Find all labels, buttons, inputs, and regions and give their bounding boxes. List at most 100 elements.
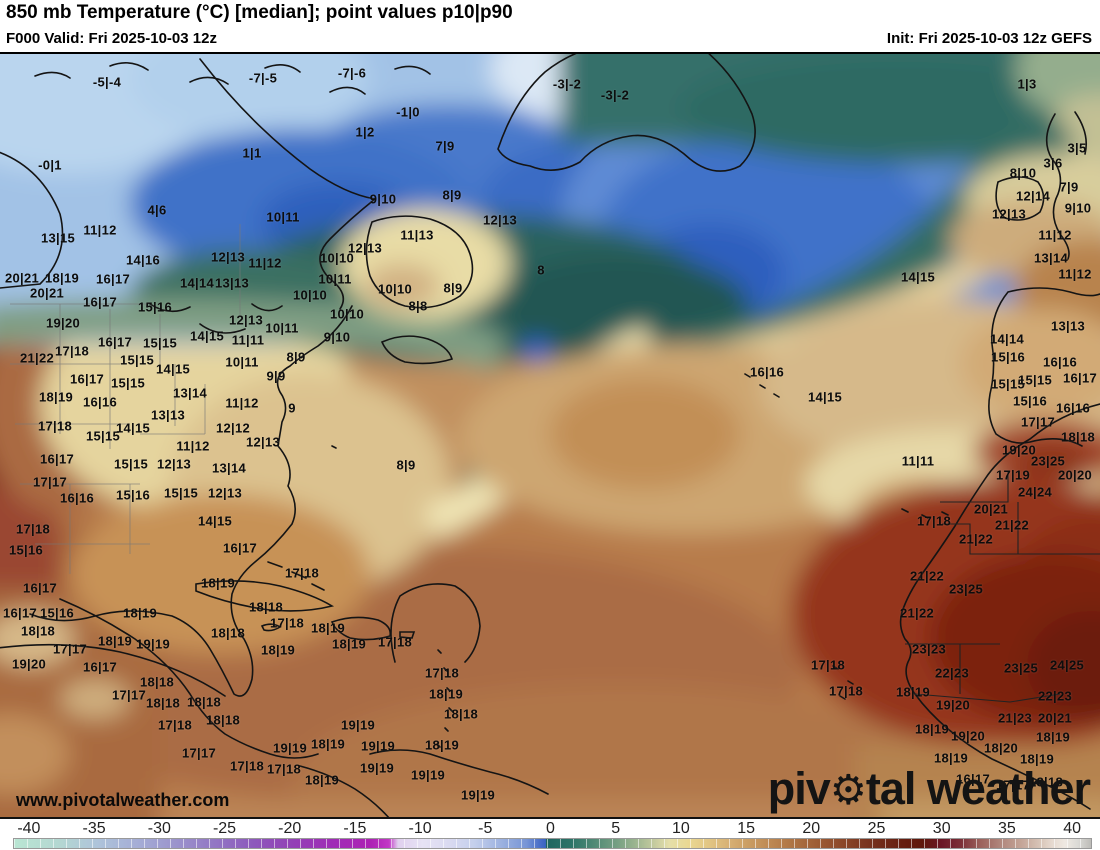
point-value: 17|17 [32,474,68,490]
point-value: 17|17 [52,641,88,657]
point-value: 20|21 [973,501,1009,517]
point-value: 10|11 [265,320,299,336]
point-value: 21|22 [909,568,945,584]
point-value: 14|15 [115,420,151,436]
point-value: 19|20 [950,728,986,744]
map-title: 850 mb Temperature (°C) [median]; point … [6,2,513,23]
colorbar-tick: 40 [1063,820,1081,837]
colorbar-tick: 20 [802,820,821,837]
point-value: 17|18 [424,665,460,681]
point-value: 9|10 [369,191,397,207]
point-value: 19|19 [272,740,308,756]
point-value: -3|-2 [600,87,630,103]
point-value: 17|18 [269,615,305,631]
colorbar-tick: 10 [671,820,690,837]
point-value: 17|18 [916,513,952,529]
temperature-shading [0,54,1100,817]
point-value: 9|10 [1064,200,1092,216]
point-value: 18|19 [310,736,346,752]
point-value: 16|17 [222,540,258,556]
point-value: 14|15 [197,513,233,529]
point-value: 18|19 [260,642,296,658]
point-value: 16|17 [69,371,105,387]
colorbar-tick: -5 [478,820,493,837]
point-value: 16|17 [82,294,118,310]
point-value: 18|19 [200,575,236,591]
init-time-label: Init: Fri 2025-10-03 12z GEFS [886,30,1092,47]
point-value: 14|15 [189,328,225,344]
point-value: 18|19 [428,686,464,702]
point-value: 10|11 [266,209,300,225]
point-value: 10|10 [377,281,413,297]
temperature-field-svg [0,54,1100,817]
point-value: 8|9 [443,280,463,296]
point-value: 13|14 [1033,250,1069,266]
point-value: 19|19 [360,738,396,754]
point-value: 16|16 [1055,400,1091,416]
point-value: 14|15 [900,269,936,285]
point-value: 14|15 [807,389,843,405]
point-value: 16|17 [1062,370,1098,386]
temperature-colorbar[interactable]: -40 -35 -30 -25 -20 -15 -10 -5 0 5 10 15 20 25 30 35 40 [0,819,1100,850]
point-value: 11|11 [901,453,935,469]
point-value: 17|17 [181,745,217,761]
point-value: 1|2 [355,124,375,140]
point-value: 19|20 [1001,442,1037,458]
point-value: 17|18 [37,418,73,434]
point-value: 14|14 [179,275,215,291]
point-value: 4|6 [147,202,167,218]
point-value: -7|-6 [337,65,367,81]
point-value: 15|15 [119,352,155,368]
point-value: 18|19 [933,750,969,766]
point-value-layer: -5|-4 -7|-5 -7|-6 -3|-2 -3|-2 1|3 -1|0 1|2 1|1 -0… [0,54,1100,817]
colorbar-tick: -30 [147,820,171,837]
point-value: 12|13 [245,434,281,450]
point-value: 16|17 [2,605,38,621]
coastlines [0,54,1100,817]
point-value: 15|16 [8,542,44,558]
point-value: 14|16 [125,252,161,268]
point-value: 16|17 [97,334,133,350]
point-value: 17|18 [810,657,846,673]
point-value: 21|22 [899,605,935,621]
point-value: 18|18 [1060,429,1096,445]
colorbar-tick: -10 [408,820,432,837]
point-value: 18|19 [38,389,74,405]
point-value: 18|18 [139,674,175,690]
colorbar-tick: 5 [611,820,621,837]
point-value: 19|19 [410,767,446,783]
point-value: 23|25 [948,581,984,597]
point-value: 18|19 [122,605,158,621]
point-value: 17|18 [229,758,265,774]
point-value: 9 [288,400,296,416]
point-value: 15|15 [990,376,1026,392]
point-value: 15|15 [163,485,199,501]
point-value: 18|19 [304,772,340,788]
point-value: 12|13 [228,312,264,328]
point-value: 15|15 [113,456,149,472]
point-value: 22|23 [934,665,970,681]
point-value: 19|19 [135,636,171,652]
colorbar-tick: 30 [932,820,951,837]
colorbar-tick-labels: -40 -35 -30 -25 -20 -15 -10 -5 0 5 10 15 20 25 30 35 40 [0,820,1100,837]
logo-text-prefix: piv [767,763,831,814]
temperature-map[interactable]: -5|-4 -7|-5 -7|-6 -3|-2 -3|-2 1|3 -1|0 1|2 1|1 -0… [0,54,1100,819]
point-value: 23|23 [911,641,947,657]
point-value: 14|15 [155,361,191,377]
point-value: -5|-4 [92,74,122,90]
point-value: 18|19 [1035,729,1071,745]
point-value: 16|17 [22,580,58,596]
point-value: 18|18 [145,695,181,711]
watermark-url: www.pivotalweather.com [16,790,230,810]
point-value: 16|17 [82,659,118,675]
point-value: 18|19 [97,633,133,649]
point-value: 1|1 [242,145,262,161]
point-value: 15|15 [142,335,178,351]
point-value: 12|13 [991,206,1027,222]
point-value: 11|12 [1038,227,1072,243]
point-value: 11|11 [231,332,265,348]
logo-text-suffix: tal weather [865,763,1091,814]
valid-time-label: F000 Valid: Fri 2025-10-03 12z [6,30,217,47]
point-value: 13|13 [1050,318,1086,334]
